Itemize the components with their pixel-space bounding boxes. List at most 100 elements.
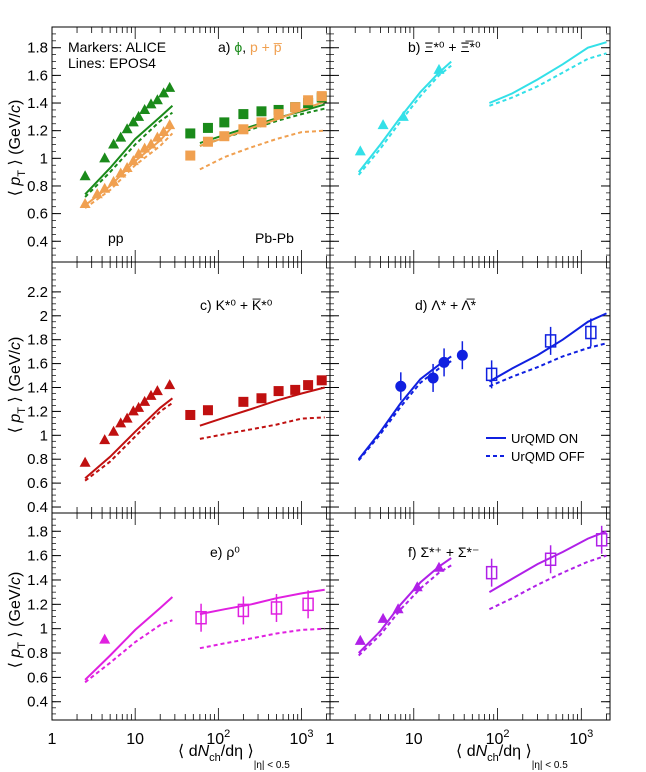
data-point: [378, 119, 389, 129]
svg-text:⟨ pT ⟩ (GeV/c): ⟨ pT ⟩ (GeV/c): [7, 572, 28, 669]
model-line: [489, 531, 606, 592]
y-tick-label: 1.4: [27, 380, 48, 397]
data-point: [428, 372, 439, 383]
y-tick-label: 0.4: [27, 694, 48, 711]
model-line: [489, 42, 606, 103]
x-tick-label: 103: [569, 728, 593, 748]
data-point: [164, 82, 175, 92]
y-tick-label: 0.4: [27, 499, 48, 516]
y-tick-label: 1.2: [27, 403, 48, 420]
y-tick-label: 1.8: [27, 332, 48, 349]
model-line: [85, 106, 172, 195]
panel-title: f) Σ*⁺ + Σ*⁻: [408, 544, 479, 560]
y-tick-label: 1.2: [27, 123, 48, 140]
model-line: [200, 388, 325, 426]
system-pbpb-label: Pb-Pb: [255, 230, 294, 246]
data-point: [395, 381, 406, 392]
data-point: [185, 410, 195, 420]
y-tick-label: 1: [40, 150, 48, 167]
data-point: [164, 119, 175, 129]
data-point: [303, 95, 313, 105]
model-line: [200, 629, 325, 649]
x-tick-label: 103: [290, 728, 314, 748]
panel-c: 0.40.60.811.21.41.61.822.2c) K*⁰ + K̅*⁰: [27, 262, 330, 516]
data-point: [355, 145, 366, 155]
x-tick-label: 10: [405, 731, 423, 748]
data-point: [164, 379, 175, 389]
markers-note: Markers: ALICE: [68, 39, 166, 55]
y-tick-label: 0.8: [27, 178, 48, 195]
data-point: [238, 397, 248, 407]
y-tick-label: 0.8: [27, 451, 48, 468]
y-tick-label: 1.2: [27, 596, 48, 613]
model-line: [85, 597, 172, 680]
panel-e: 0.4 0.6 0.8 1 1.2 1.4 1.6 1.8 1 10 102 103 e) ρ⁰: [27, 513, 330, 748]
y-tick-label: 2.2: [27, 284, 48, 301]
model-line: [85, 620, 172, 682]
data-point: [185, 128, 195, 138]
model-line: [359, 565, 452, 655]
y-tick-label: 1: [40, 427, 48, 444]
data-point: [256, 393, 266, 403]
panel-title: e) ρ⁰: [210, 544, 240, 560]
data-point: [317, 375, 327, 385]
data-point: [274, 109, 284, 119]
panel-frame: [52, 513, 330, 720]
lines-note: Lines: EPOS4: [68, 55, 156, 71]
x-axis-label-right: ⟨ dNch/dη ⟩|η| < 0.5: [456, 743, 568, 771]
panel-title: a) ϕ, p + p̅: [218, 39, 283, 55]
legend-on-label: UrQMD ON: [511, 431, 578, 446]
y-axis-label-row3: ⟨ pT ⟩ (GeV/c): [7, 572, 28, 669]
y-tick-label: 1.4: [27, 95, 48, 112]
y-axis-label-row2: ⟨ pT ⟩ (GeV/c): [7, 337, 28, 434]
svg-text:⟨ pT ⟩ (GeV/c): ⟨ pT ⟩ (GeV/c): [7, 100, 28, 197]
data-point: [290, 102, 300, 112]
model-line: [489, 53, 606, 106]
model-line: [85, 398, 172, 478]
data-point: [439, 357, 450, 368]
data-point: [355, 635, 366, 645]
data-point: [152, 385, 163, 395]
y-axis-label-row1: ⟨ pT ⟩ (GeV/c): [7, 100, 28, 197]
data-point: [219, 131, 229, 141]
data-point: [290, 385, 300, 395]
data-point: [256, 117, 266, 127]
panel-title: b) Ξ*⁰ + Ξ̅*⁰: [408, 39, 481, 55]
data-point: [203, 123, 213, 133]
data-point: [378, 613, 389, 623]
model-line: [200, 417, 325, 439]
x-tick-label: 10: [126, 731, 144, 748]
legend-off-label: UrQMD OFF: [511, 449, 585, 464]
data-point: [185, 151, 195, 161]
y-tick-label: 1.8: [27, 523, 48, 540]
data-point: [303, 380, 313, 390]
y-tick-label: 0.6: [27, 669, 48, 686]
svg-text:⟨ pT ⟩ (GeV/c): ⟨ pT ⟩ (GeV/c): [7, 337, 28, 434]
figure: Markers: ALICE Lines: EPOS4 pp Pb-Pb UrQ…: [0, 0, 646, 772]
panel-title: d) Λ* + Λ̅*: [415, 297, 477, 313]
model-line: [359, 558, 452, 653]
data-point: [457, 350, 468, 361]
data-point: [99, 634, 110, 644]
panel-frame: [330, 27, 610, 262]
panel-f: 1 10 102 103 f) Σ*⁺ + Σ*⁻: [326, 513, 610, 748]
data-point: [317, 91, 327, 101]
y-tick-label: 1.6: [27, 67, 48, 84]
y-tick-label: 1.6: [27, 356, 48, 373]
y-tick-label: 0.8: [27, 645, 48, 662]
data-point: [203, 405, 213, 415]
y-tick-label: 1.6: [27, 548, 48, 565]
data-point: [274, 386, 284, 396]
legend: UrQMD ON UrQMD OFF: [486, 431, 585, 464]
y-tick-label: 0.6: [27, 475, 48, 492]
system-pp-label: pp: [108, 230, 124, 246]
y-tick-label: 1: [40, 621, 48, 638]
data-point: [219, 117, 229, 127]
y-tick-label: 0.6: [27, 206, 48, 223]
x-tick-label: 1: [48, 731, 57, 748]
data-point: [238, 109, 248, 119]
panel-b: b) Ξ*⁰ + Ξ̅*⁰: [330, 27, 610, 262]
panels: 0.4 0.6 0.8 1 1.2 1.4 1.6 1.8 a) ϕ, p + p̅ b) Ξ*⁰…: [27, 27, 610, 748]
data-point: [256, 106, 266, 116]
x-tick-label: 1: [326, 731, 335, 748]
